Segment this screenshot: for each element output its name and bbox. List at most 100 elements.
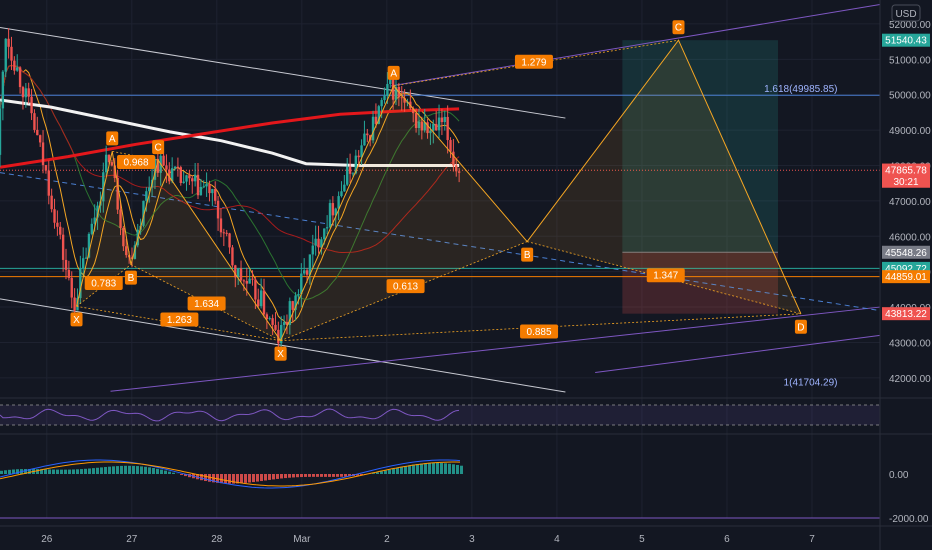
candle-body xyxy=(82,258,85,269)
macd-histogram-bar xyxy=(76,469,79,474)
candle-body xyxy=(437,117,441,131)
candle-body xyxy=(219,218,223,233)
macd-histogram-bar xyxy=(380,471,383,474)
candle-body xyxy=(1,71,5,109)
candle-body xyxy=(13,60,16,71)
candle-body xyxy=(449,140,452,152)
time-tick-label: 4 xyxy=(554,534,560,545)
candle-body xyxy=(196,174,200,196)
macd-histogram-bar xyxy=(236,474,239,484)
moving-averages xyxy=(0,64,460,326)
candle-body xyxy=(403,98,406,103)
candle-body xyxy=(314,238,317,246)
candle-body xyxy=(214,188,217,201)
macd-histogram-bar xyxy=(240,474,243,484)
macd-histogram-bar xyxy=(24,469,27,474)
macd-histogram-bar xyxy=(56,469,59,474)
pattern-point-box xyxy=(152,140,165,155)
candle-body xyxy=(446,116,449,141)
candle-body xyxy=(308,254,312,275)
macd-histogram-bar xyxy=(340,474,343,477)
ratio-label: 0.613 xyxy=(393,282,418,293)
candle-body xyxy=(452,151,455,166)
macd-histogram-bar xyxy=(88,468,91,474)
ratio-label-box xyxy=(646,268,685,283)
candle-body xyxy=(199,186,203,196)
price-axis[interactable]: 52000.0051000.0050000.0049000.0048000.00… xyxy=(879,0,931,550)
macd-histogram-bar xyxy=(308,474,311,477)
candle-body xyxy=(239,268,243,281)
long-position-tool[interactable] xyxy=(622,40,778,314)
ma-200-red xyxy=(0,107,460,169)
candle-body xyxy=(30,96,33,114)
ratio-label-box xyxy=(520,324,559,339)
candle-body xyxy=(317,238,320,248)
price-tick-label: 50000.00 xyxy=(889,91,931,102)
candle-body xyxy=(113,165,116,178)
pattern-point-label-C: C xyxy=(675,23,682,34)
candle-body xyxy=(90,223,94,234)
candle-body xyxy=(16,67,19,71)
candle-body xyxy=(153,158,157,180)
ma-200-white xyxy=(0,98,460,167)
candle-body xyxy=(168,169,171,182)
candle-body xyxy=(185,175,188,182)
candle-body xyxy=(414,113,418,129)
macd-histogram-bar xyxy=(460,465,463,474)
candle-body xyxy=(383,95,386,101)
macd-histogram-bar xyxy=(12,469,15,474)
price-tag-label: 43813.22 xyxy=(885,309,927,320)
macd-histogram-bar xyxy=(124,465,127,474)
macd-histogram-bar xyxy=(376,472,379,474)
currency-badge xyxy=(891,4,921,22)
ratio-label: 1.279 xyxy=(521,57,546,68)
candle-body xyxy=(343,184,346,192)
macd-histogram-bar xyxy=(168,471,171,474)
fib-level-label: 1.618(49985.85) xyxy=(764,84,837,95)
candle-body xyxy=(291,301,294,310)
parallel-line-upper xyxy=(391,3,881,87)
candle-body xyxy=(125,246,128,256)
candle-body xyxy=(36,129,39,136)
candle-body xyxy=(440,117,444,123)
macd-histogram-bar xyxy=(136,466,139,474)
macd-histogram-bar xyxy=(372,473,375,474)
macd-histogram-bar xyxy=(128,465,131,474)
candle-body xyxy=(366,133,369,136)
macd-histogram-bar xyxy=(220,474,223,484)
harmonic-patterns[interactable]: XABCX0.9680.7831.6341.263XABCD1.2790.613… xyxy=(70,20,807,361)
ratio-label-box xyxy=(514,54,553,69)
candle-body xyxy=(173,166,177,169)
candle-body xyxy=(374,116,378,124)
macd-histogram-bar xyxy=(92,468,95,474)
ratio-label: 0.783 xyxy=(91,278,116,289)
price-tick-label: 47000.00 xyxy=(889,197,931,208)
candle-body xyxy=(84,257,88,259)
trend-lines[interactable]: 1.618(49985.85) 1(41704.29) xyxy=(0,3,881,393)
macd-histogram-bar xyxy=(312,474,315,477)
candle-body xyxy=(18,67,22,88)
price-tag xyxy=(882,307,930,321)
candle-body xyxy=(305,270,309,275)
candle-body xyxy=(320,239,323,248)
macd-histogram-bar xyxy=(64,469,67,474)
macd-histogram-bar xyxy=(408,465,411,474)
time-axis[interactable]: 26 27 28 Mar 2 3 4 5 6 7 xyxy=(0,525,932,545)
candle-body xyxy=(61,234,65,260)
macd-histogram-bar xyxy=(156,468,159,474)
macd-histogram-bar xyxy=(208,474,211,482)
macd-histogram-bar xyxy=(288,474,291,478)
time-tick-label: 7 xyxy=(809,534,815,545)
candle-body xyxy=(216,200,220,219)
macd-histogram-bar xyxy=(200,474,203,481)
pattern-point-label-B: B xyxy=(524,250,531,261)
macd-histogram-bar xyxy=(80,469,83,474)
candle-body xyxy=(228,233,231,248)
macd-histogram-bar xyxy=(260,474,263,482)
channel-upper-line xyxy=(0,26,566,119)
ratio-label-box xyxy=(386,279,425,294)
candle-body xyxy=(337,196,340,209)
candle-body xyxy=(148,187,151,192)
price-tick-label: 43000.00 xyxy=(889,338,931,349)
